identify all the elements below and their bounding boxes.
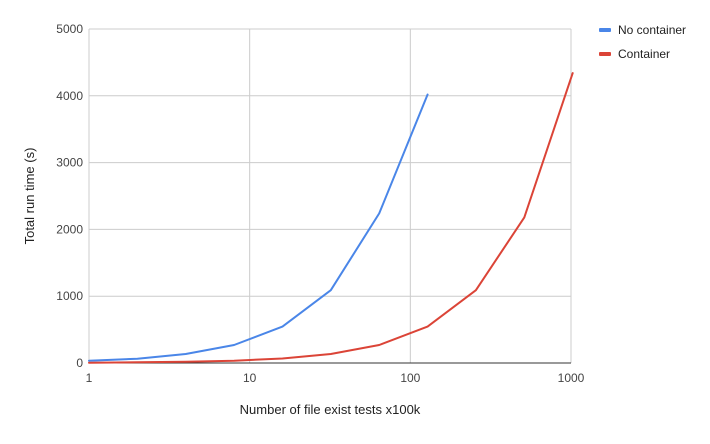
tick-labels: 0 1000 2000 3000 4000 5000 1 10 100 1000 [56, 22, 584, 385]
grid-lines [89, 29, 571, 363]
legend-swatch [599, 28, 611, 32]
y-tick-label: 4000 [56, 89, 83, 103]
legend-label: No container [618, 23, 686, 37]
legend-swatch [599, 52, 611, 56]
legend-item[interactable]: Container [599, 47, 670, 61]
x-tick-label: 100 [400, 371, 420, 385]
series-line-0 [89, 95, 428, 361]
legend[interactable]: No container Container [599, 23, 686, 61]
legend-item[interactable]: No container [599, 23, 686, 37]
x-tick-label: 10 [243, 371, 257, 385]
legend-label: Container [618, 47, 670, 61]
y-tick-label: 1000 [56, 289, 83, 303]
series-line-1 [89, 73, 573, 363]
x-tick-label: 1000 [558, 371, 585, 385]
y-axis-title: Total run time (s) [22, 148, 37, 245]
y-tick-label: 2000 [56, 222, 83, 236]
series-lines [89, 73, 573, 363]
y-tick-label: 5000 [56, 22, 83, 36]
x-axis-title: Number of file exist tests x100k [240, 402, 421, 417]
y-tick-label: 0 [76, 356, 83, 370]
y-tick-label: 3000 [56, 156, 83, 170]
x-tick-label: 1 [86, 371, 93, 385]
